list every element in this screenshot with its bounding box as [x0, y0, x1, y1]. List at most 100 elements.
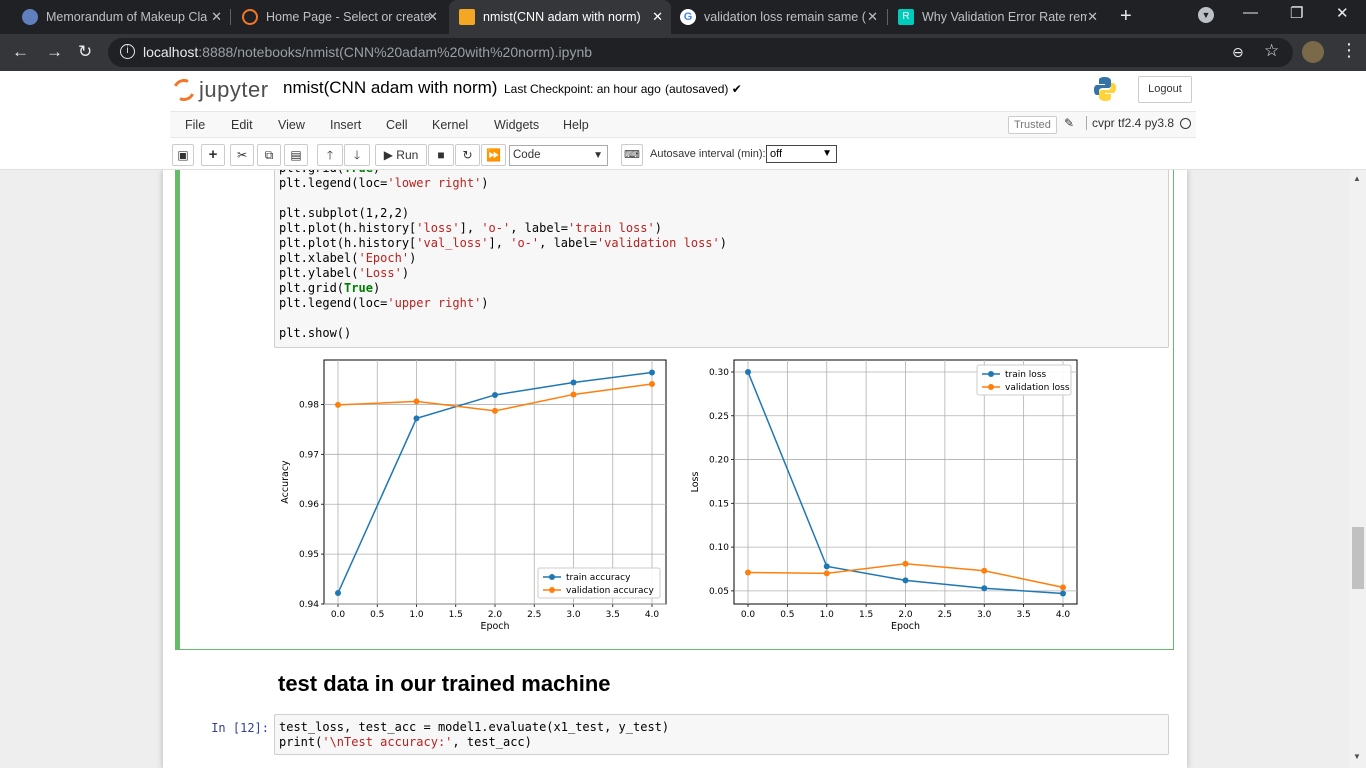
x-tick-label: 2.5: [938, 610, 952, 620]
interrupt-button[interactable]: ■: [428, 144, 454, 166]
run-button[interactable]: ▶ Run: [375, 144, 427, 166]
page-scrollbar[interactable]: [1350, 170, 1366, 768]
trusted-indicator[interactable]: Trusted: [1008, 116, 1057, 134]
x-tick-label: 0.0: [331, 610, 346, 620]
minimize-icon[interactable]: —: [1243, 4, 1258, 21]
browser-tab-3-active[interactable]: nmist(CNN adam with norm) ✕: [449, 0, 671, 34]
browser-tab-5[interactable]: R Why Validation Error Rate rem ✕: [888, 0, 1106, 34]
zoom-icon[interactable]: ⊖: [1232, 44, 1244, 60]
profile-avatar[interactable]: [1302, 41, 1324, 63]
paste-button[interactable]: ▤: [284, 144, 308, 166]
site-info-icon[interactable]: i: [120, 44, 135, 59]
menu-view[interactable]: View: [278, 118, 305, 132]
x-tick-label: 1.5: [449, 610, 463, 620]
move-down-button[interactable]: 🡓: [344, 144, 370, 166]
code-cell-input[interactable]: plt.grid(True)plt.legend(loc='lower righ…: [274, 170, 1169, 348]
legend-box: [537, 567, 661, 599]
pencil-icon[interactable]: ✎: [1064, 116, 1075, 130]
menu-insert[interactable]: Insert: [330, 118, 362, 132]
notebook-scroll-area[interactable]: plt.grid(True)plt.legend(loc='lower righ…: [0, 170, 1350, 768]
cut-button[interactable]: ✂: [230, 144, 254, 166]
save-button[interactable]: ▣: [172, 144, 194, 166]
y-tick-label: 0.10: [709, 543, 729, 553]
browser-tab-2[interactable]: Home Page - Select or create ✕: [232, 0, 446, 34]
browser-tab-bar: Memorandum of Makeup Cla ✕ Home Page - S…: [0, 0, 1366, 34]
run-label: Run: [396, 148, 419, 162]
kernel-idle-icon: [1180, 118, 1191, 129]
bookmark-star-icon[interactable]: ☆: [1264, 41, 1280, 60]
restart-button[interactable]: ↻: [455, 144, 480, 166]
close-tab-icon[interactable]: ✕: [427, 9, 438, 24]
code-editor[interactable]: plt.grid(True)plt.legend(loc='lower righ…: [279, 170, 727, 341]
scroll-down-arrow-icon[interactable]: ▼: [1353, 752, 1361, 761]
new-tab-button[interactable]: +: [1120, 5, 1132, 27]
data-point: [745, 369, 751, 375]
data-point: [902, 577, 909, 584]
scroll-up-arrow-icon[interactable]: ▲: [1353, 174, 1361, 183]
restore-icon[interactable]: ❐: [1290, 5, 1304, 22]
tab-title: Home Page - Select or create: [266, 10, 431, 24]
y-tick-label: 0.20: [709, 456, 729, 466]
plus-icon: +: [208, 146, 218, 163]
code-line: [279, 191, 727, 206]
back-arrow-icon[interactable]: ←: [12, 42, 29, 61]
menu-widgets[interactable]: Widgets: [494, 118, 540, 132]
y-tick-label: 0.25: [709, 412, 729, 422]
x-tick-label: 3.0: [977, 610, 992, 620]
notebook-name[interactable]: nmist(CNN adam with norm): [283, 78, 498, 97]
menu-cell[interactable]: Cell: [386, 118, 408, 132]
browser-tab-4[interactable]: G validation loss remain same ( ✕: [670, 0, 886, 34]
close-tab-icon[interactable]: ✕: [211, 9, 222, 24]
x-tick-label: 2.0: [898, 610, 913, 620]
copy-icon: ⧉: [264, 148, 274, 162]
fast-forward-icon: ⏩: [486, 148, 501, 162]
code-line: plt.ylabel('Loss'): [279, 266, 410, 280]
menu-file[interactable]: File: [185, 118, 206, 132]
data-point: [902, 560, 909, 567]
legend-box: [976, 364, 1072, 396]
legend-label: validation loss: [1005, 383, 1070, 393]
x-tick-label: 1.0: [409, 610, 424, 620]
code-line: plt.legend(loc='upper right'): [279, 296, 489, 310]
data-point: [981, 567, 988, 574]
reload-icon[interactable]: ↻: [78, 42, 93, 61]
code-editor[interactable]: test_loss, test_acc = model1.evaluate(x1…: [279, 720, 669, 750]
browser-tab-1[interactable]: Memorandum of Makeup Cla ✕: [12, 0, 230, 34]
chart-2: 0.0 0.5 1.0 1.5 2.0 2.5 3.0 3.5 4.0 0.05 0.10 0.15 0…: [690, 359, 1078, 632]
restart-icon: ↻: [462, 148, 473, 162]
data-point: [570, 391, 577, 398]
python-icon: [1094, 77, 1116, 101]
logout-button[interactable]: Logout: [1138, 76, 1192, 103]
close-window-icon[interactable]: ✕: [1336, 5, 1349, 22]
close-tab-icon[interactable]: ✕: [652, 9, 663, 24]
y-tick-label: 0.15: [709, 499, 729, 509]
menu-help[interactable]: Help: [563, 118, 589, 132]
forward-arrow-icon[interactable]: →: [46, 42, 63, 61]
autosave-interval-select[interactable]: off ▼: [766, 145, 837, 163]
url-input[interactable]: i localhost:8888/notebooks/nmist(CNN%20a…: [108, 38, 1293, 67]
close-tab-icon[interactable]: ✕: [867, 9, 878, 24]
y-tick-label: 0.97: [299, 450, 319, 460]
selected-code-cell[interactable]: [175, 170, 1174, 650]
code-line: plt.grid(True): [279, 170, 727, 176]
legend-marker: [988, 384, 994, 390]
kernel-name[interactable]: cvpr tf2.4 py3.8: [1086, 116, 1174, 130]
menu-kernel[interactable]: Kernel: [432, 118, 469, 132]
move-up-button[interactable]: 🡑: [317, 144, 343, 166]
command-palette-button[interactable]: ⌨: [621, 144, 643, 166]
menu-edit[interactable]: Edit: [231, 118, 253, 132]
code-cell-input[interactable]: test_loss, test_acc = model1.evaluate(x1…: [274, 714, 1169, 755]
cell-type-select[interactable]: Code ▼: [509, 145, 608, 166]
x-tick-label: 0.0: [741, 610, 756, 620]
copy-button[interactable]: ⧉: [257, 144, 281, 166]
restart-run-all-button[interactable]: ⏩: [481, 144, 506, 166]
insert-cell-button[interactable]: +: [201, 144, 225, 166]
browser-menu-icon[interactable]: ⋮: [1340, 40, 1358, 60]
scrollbar-thumb[interactable]: [1352, 527, 1364, 589]
jupyter-logo[interactable]: jupyter: [169, 75, 269, 105]
data-point: [649, 369, 655, 376]
x-axis-label: Epoch: [480, 621, 509, 632]
markdown-heading: test data in our trained machine: [278, 671, 611, 696]
close-tab-icon[interactable]: ✕: [1087, 9, 1098, 24]
tab-search-icon[interactable]: ▼: [1198, 7, 1214, 23]
